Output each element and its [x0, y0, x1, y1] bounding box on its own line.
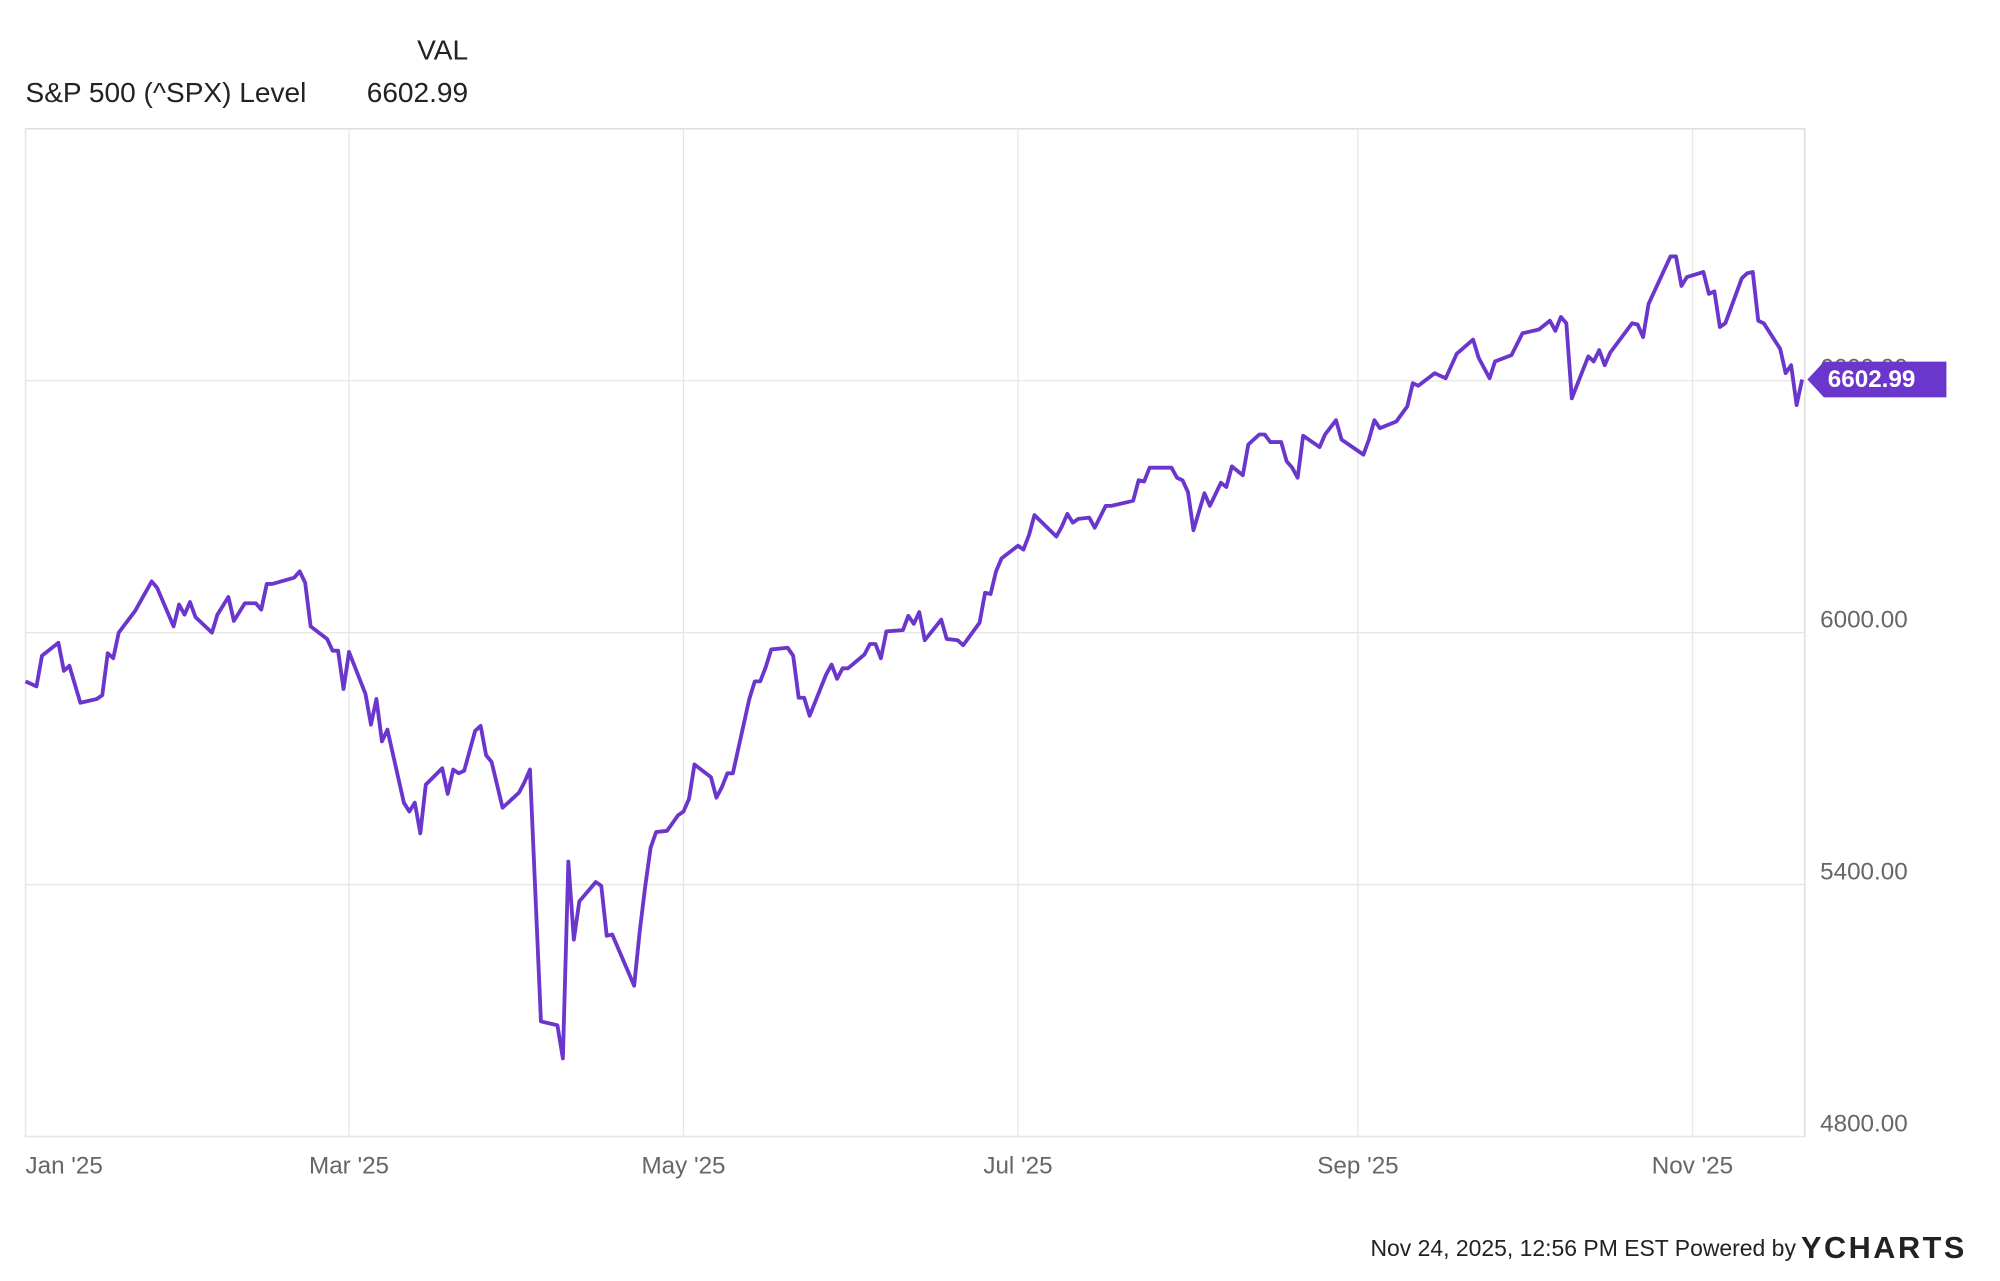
price-line — [24, 254, 1804, 1061]
x-tick-label: May '25 — [641, 1153, 725, 1180]
x-tick-label: Sep '25 — [1317, 1153, 1398, 1180]
brand-logo: YCHARTS — [1801, 1231, 1967, 1265]
last-value-flag — [1807, 361, 1947, 398]
y-tick-label: 5400.00 — [1820, 858, 1908, 885]
legend-name: S&P 500 (^SPX) Level — [26, 77, 307, 108]
x-tick-label: Mar '25 — [309, 1153, 389, 1180]
last-value-label: 6602.99 — [1828, 366, 1916, 393]
y-tick-label: 6000.00 — [1820, 607, 1908, 634]
footer: Nov 24, 2025, 12:56 PM EST Powered by — [1370, 1235, 1796, 1261]
x-tick-label: Jul '25 — [983, 1153, 1052, 1180]
x-tick-label: Nov '25 — [1652, 1153, 1733, 1180]
x-tick-label: Jan '25 — [26, 1153, 103, 1180]
header: VAL — [417, 35, 468, 66]
legend-value: 6602.99 — [367, 77, 468, 108]
y-tick-label: 4800.00 — [1820, 1110, 1908, 1137]
